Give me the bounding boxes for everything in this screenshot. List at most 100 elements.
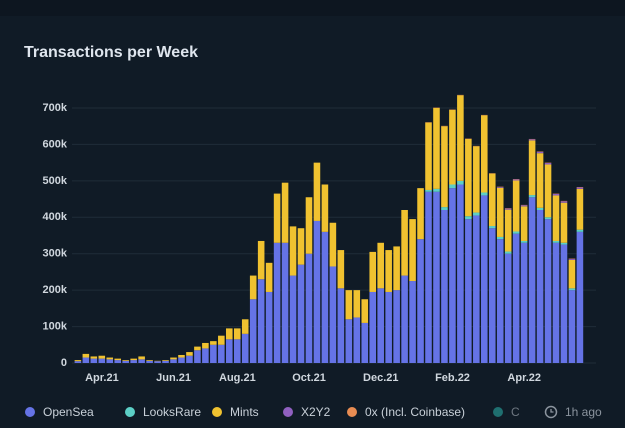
bar-segment xyxy=(377,288,384,363)
bar-segment xyxy=(568,290,576,363)
bar-segment xyxy=(393,246,400,291)
bar-segment xyxy=(512,180,520,232)
bar-segment xyxy=(465,138,472,217)
bar-segment xyxy=(520,206,528,241)
x-tick-label: Aug.21 xyxy=(219,372,256,384)
bar-segment xyxy=(449,109,456,185)
bar-segment xyxy=(393,290,400,363)
bar-segment xyxy=(552,242,560,363)
bar-segment xyxy=(178,357,185,363)
bar-segment xyxy=(241,319,249,334)
bar-segment xyxy=(313,162,321,221)
bar-segment xyxy=(504,208,512,210)
bar-segment xyxy=(82,353,90,358)
clock-icon xyxy=(544,405,558,419)
bar-segment xyxy=(425,189,432,192)
y-tick-label: 700k xyxy=(43,102,68,114)
bar-segment xyxy=(186,352,193,356)
bar-segment xyxy=(130,360,137,363)
x-tick-label: Oct.21 xyxy=(292,372,326,384)
bar-segment xyxy=(576,187,584,189)
bar-segment xyxy=(210,344,217,363)
bar-segment xyxy=(321,184,329,232)
bar-segment xyxy=(401,275,408,363)
bar-segment xyxy=(241,333,249,363)
bar-segment xyxy=(98,355,106,359)
bar-segment xyxy=(273,193,281,243)
bar-segment xyxy=(186,355,193,363)
bar-segment xyxy=(560,201,568,203)
bar-segment xyxy=(345,319,353,363)
bar-segment xyxy=(544,164,552,218)
bar-segment xyxy=(552,240,560,243)
bar-segment xyxy=(457,95,464,181)
bar-segment xyxy=(544,219,552,363)
bar-segment xyxy=(226,339,233,363)
bar-segment xyxy=(488,228,496,363)
bar-segment xyxy=(146,360,153,363)
bar-segment xyxy=(504,209,512,252)
x-tick-label: Dec.21 xyxy=(363,372,398,384)
bar-segment xyxy=(481,195,488,363)
bar-segment xyxy=(202,342,209,349)
bar-segment xyxy=(218,344,225,363)
bar-segment xyxy=(504,251,512,254)
bar-segment xyxy=(257,279,265,363)
bar-segment xyxy=(329,266,337,363)
bar-segment xyxy=(257,240,265,280)
bar-segment xyxy=(560,242,568,245)
bar-segment xyxy=(329,222,337,267)
legend-swatch xyxy=(125,407,135,417)
bar-segment xyxy=(146,360,153,361)
bar-segment xyxy=(481,115,488,193)
legend-label: X2Y2 xyxy=(301,405,331,419)
bar-segment xyxy=(488,173,496,227)
bar-segment xyxy=(544,217,552,220)
bar-segment xyxy=(249,275,257,300)
bar-segment xyxy=(520,205,528,207)
x-tick-label: Jun.21 xyxy=(156,372,191,384)
bar-segment xyxy=(305,253,313,363)
bar-segment xyxy=(90,356,98,359)
bar-segment xyxy=(138,359,145,363)
bar-segment xyxy=(449,184,456,189)
bar-segment xyxy=(385,291,392,363)
bar-segment xyxy=(377,242,384,289)
legend-swatch xyxy=(212,407,222,417)
bar-segment xyxy=(321,231,329,363)
bar-segment xyxy=(297,264,305,363)
bar-segment xyxy=(289,275,297,363)
bar-segment xyxy=(170,357,177,360)
legend-label: C xyxy=(511,405,520,419)
legend-label: OpenSea xyxy=(43,405,94,419)
bar-segment xyxy=(122,360,129,363)
bar-segment xyxy=(496,187,504,237)
legend-label: 0x (Incl. Coinbase) xyxy=(365,405,465,419)
chart-title: Transactions per Week xyxy=(24,44,198,61)
bar-segment xyxy=(536,153,544,208)
bar-segment xyxy=(425,191,432,363)
bar-segment xyxy=(576,231,584,363)
bar-segment xyxy=(473,212,480,216)
bar-segment xyxy=(441,210,448,363)
bar-segment xyxy=(194,346,201,351)
x-tick-label: Apr.21 xyxy=(85,372,119,384)
bar-segment xyxy=(409,219,416,282)
y-tick-label: 0 xyxy=(61,357,67,369)
bar-segment xyxy=(457,180,464,185)
bar-segment xyxy=(122,360,129,361)
bar-segment xyxy=(273,242,281,363)
bar-segment xyxy=(544,163,552,165)
bar-segment xyxy=(361,322,369,363)
bar-segment xyxy=(162,360,169,361)
bar-segment xyxy=(369,251,377,292)
bar-segment xyxy=(560,244,568,363)
bar-segment xyxy=(576,229,584,232)
bar-segment xyxy=(465,219,472,363)
bar-segment xyxy=(512,179,520,181)
bar-segment xyxy=(194,350,201,363)
y-tick-label: 200k xyxy=(43,284,68,296)
bar-segment xyxy=(305,197,313,254)
y-tick-label: 500k xyxy=(43,175,68,187)
